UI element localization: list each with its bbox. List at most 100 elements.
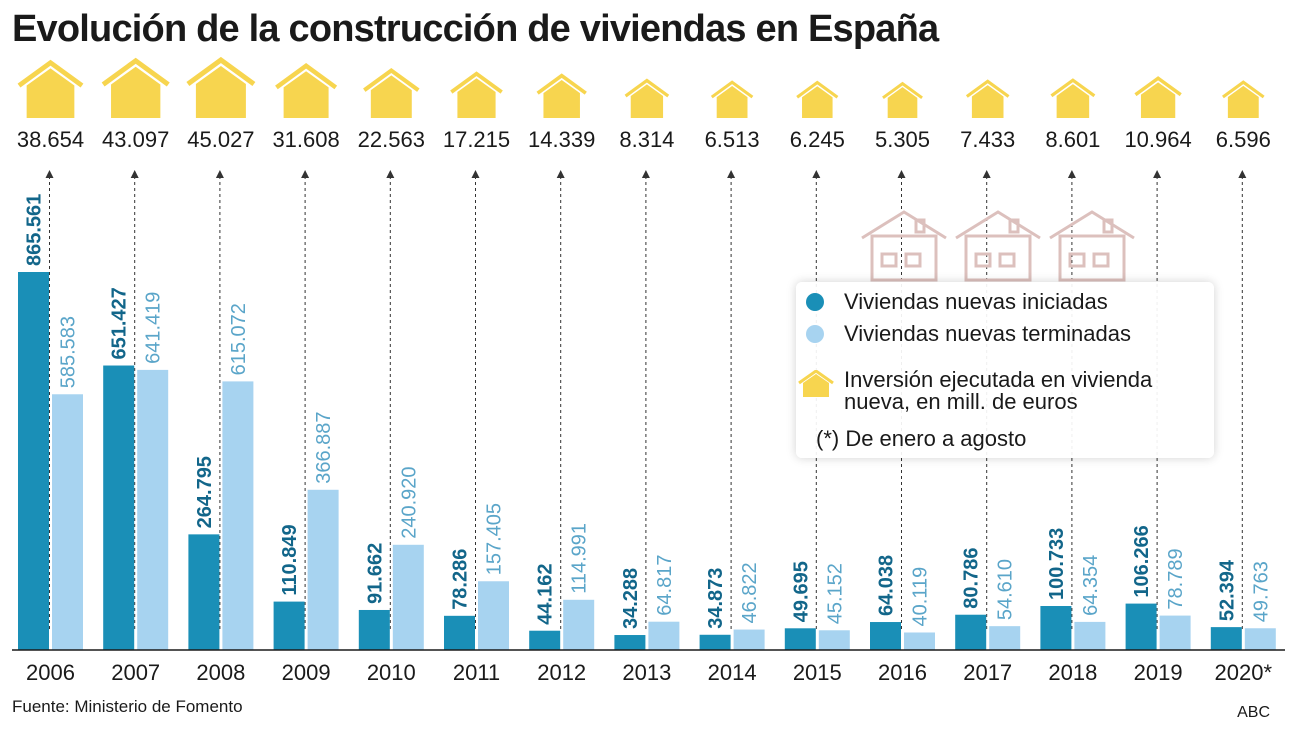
bar-iniciadas-7 (614, 635, 646, 650)
investment-house-icon-0 (17, 59, 84, 118)
label-terminadas-7: 64.817 (654, 555, 676, 616)
investment-label-0: 38.654 (17, 127, 84, 152)
bar-iniciadas-10 (870, 622, 901, 650)
legend-label-inversion-line2: nueva, en mill. de euros (844, 389, 1078, 414)
investment-label-3: 31.608 (272, 127, 339, 152)
credit-label: ABC (1237, 704, 1270, 721)
legend-swatch-terminadas (806, 325, 824, 343)
guide-arrow-2 (215, 170, 224, 178)
investment-house-icon-13 (1134, 76, 1182, 118)
bar-terminadas-11 (989, 626, 1021, 650)
investment-house-icon-14 (1222, 80, 1265, 118)
year-label-8: 2014 (708, 660, 757, 685)
legend: Viviendas nuevas iniciadas Viviendas nue… (796, 282, 1214, 458)
chart-title: Evolución de la construcción de vivienda… (12, 8, 939, 50)
label-iniciadas-10: 64.038 (876, 555, 898, 616)
bar-iniciadas-8 (699, 634, 731, 650)
label-terminadas-10: 40.119 (910, 567, 932, 627)
label-iniciadas-12: 100.733 (1046, 528, 1068, 600)
label-iniciadas-11: 80.786 (961, 548, 983, 609)
investment-house-icon-1 (101, 57, 170, 118)
guide-arrow-9 (812, 170, 821, 178)
investment-label-7: 8.314 (619, 127, 674, 152)
label-terminadas-3: 366.887 (313, 411, 335, 483)
year-label-0: 2006 (26, 660, 75, 685)
label-iniciadas-7: 34.288 (620, 568, 642, 629)
bar-iniciadas-1 (103, 365, 135, 650)
year-label-7: 2013 (622, 660, 671, 685)
label-terminadas-2: 615.072 (228, 303, 250, 375)
investment-label-13: 10.964 (1124, 127, 1191, 152)
bar-terminadas-7 (648, 621, 680, 650)
guide-arrow-12 (1067, 170, 1076, 178)
label-iniciadas-0: 865.561 (24, 194, 46, 266)
investment-label-4: 22.563 (358, 127, 425, 152)
bar-iniciadas-3 (273, 601, 305, 650)
year-label-13: 2019 (1134, 660, 1183, 685)
label-terminadas-5: 157.405 (484, 503, 506, 575)
bar-terminadas-1 (137, 369, 169, 650)
legend-label-iniciadas: Viviendas nuevas iniciadas (844, 289, 1108, 314)
label-iniciadas-6: 44.162 (535, 564, 557, 625)
house-icon (798, 369, 834, 403)
investment-house-icon-10 (882, 81, 923, 118)
label-iniciadas-14: 52.394 (1216, 559, 1238, 621)
investment-label-6: 14.339 (528, 127, 595, 152)
label-terminadas-12: 64.354 (1080, 555, 1102, 616)
guide-arrow-1 (130, 170, 139, 178)
guide-arrow-10 (897, 170, 906, 178)
label-iniciadas-4: 91.662 (364, 543, 386, 604)
legend-footnote: (*) De enero a agosto (816, 426, 1027, 451)
year-label-11: 2017 (963, 660, 1012, 685)
label-terminadas-13: 78.789 (1165, 548, 1187, 609)
investment-house-icon-2 (186, 56, 256, 118)
label-terminadas-11: 54.610 (995, 559, 1017, 620)
bar-terminadas-14 (1244, 628, 1276, 650)
label-iniciadas-2: 264.795 (194, 456, 216, 528)
bar-terminadas-8 (733, 629, 765, 650)
bar-terminadas-2 (222, 381, 254, 650)
bar-iniciadas-12 (1040, 606, 1072, 650)
guide-arrow-3 (301, 170, 310, 178)
label-terminadas-6: 114.991 (569, 523, 591, 594)
bar-iniciadas-11 (955, 614, 987, 650)
bar-terminadas-0 (52, 394, 83, 650)
guide-arrow-7 (641, 170, 650, 178)
year-label-5: 2011 (453, 660, 500, 685)
label-terminadas-1: 641.419 (143, 292, 165, 364)
investment-house-icon-12 (1050, 78, 1096, 118)
investment-label-1: 43.097 (102, 127, 169, 152)
investment-house-icon-3 (275, 63, 338, 118)
label-iniciadas-5: 78.286 (450, 549, 472, 610)
bar-terminadas-5 (478, 581, 509, 650)
label-terminadas-9: 45.152 (824, 563, 846, 624)
bar-terminadas-10 (904, 632, 935, 650)
bar-iniciadas-6 (529, 630, 561, 650)
source-note: Fuente: Ministerio de Fomento (12, 697, 243, 716)
bar-iniciadas-13 (1125, 603, 1157, 650)
investment-label-14: 6.596 (1216, 127, 1271, 152)
decorative-houses-icon (858, 208, 1152, 289)
label-iniciadas-3: 110.849 (279, 524, 301, 595)
guide-arrow-5 (471, 170, 480, 178)
year-label-12: 2018 (1048, 660, 1097, 685)
label-iniciadas-9: 49.695 (790, 561, 812, 622)
investment-house-icon-8 (710, 80, 754, 119)
year-label-9: 2015 (793, 660, 842, 685)
investment-label-8: 6.513 (705, 127, 760, 152)
label-iniciadas-1: 651.427 (109, 287, 131, 359)
bar-terminadas-12 (1074, 621, 1106, 650)
investment-house-icon-7 (624, 78, 670, 118)
label-iniciadas-13: 106.266 (1131, 525, 1153, 597)
bar-iniciadas-5 (444, 615, 475, 650)
year-label-14: 2020* (1215, 660, 1273, 685)
guide-arrow-8 (727, 170, 736, 178)
investment-label-5: 17.215 (443, 127, 510, 152)
bar-terminadas-13 (1159, 615, 1191, 650)
year-label-6: 2012 (537, 660, 586, 685)
legend-label-inversion-line1: Inversión ejecutada en vivienda (844, 367, 1153, 392)
investment-label-9: 6.245 (790, 127, 845, 152)
investment-label-12: 8.601 (1045, 127, 1100, 152)
guide-arrow-4 (386, 170, 395, 178)
